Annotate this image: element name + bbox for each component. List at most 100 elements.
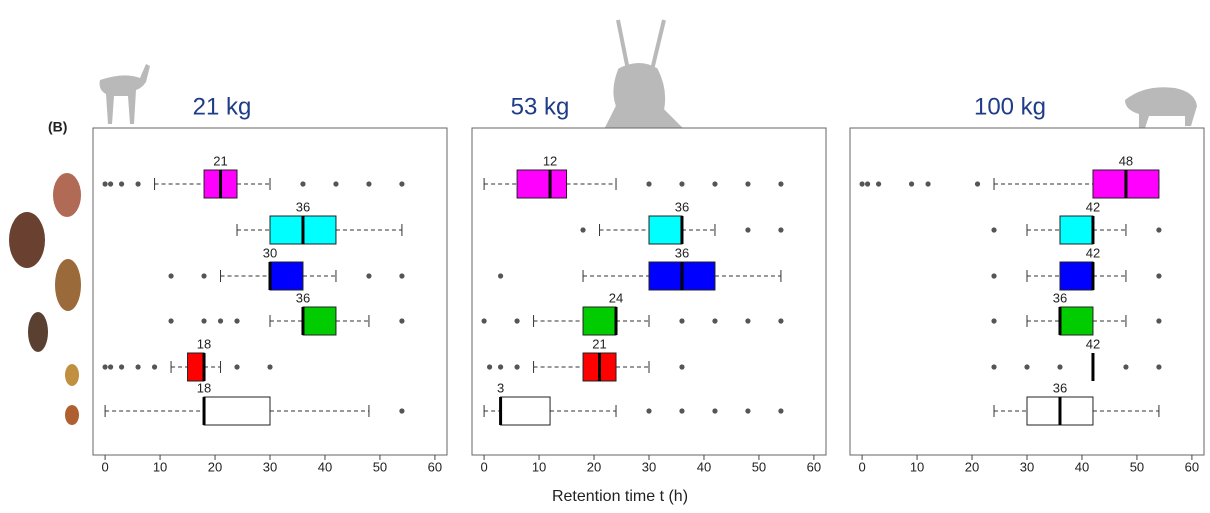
outlier: [864, 181, 871, 187]
median-label: 36: [675, 199, 689, 214]
x-tick-label: 10: [910, 459, 924, 474]
outlier: [1156, 227, 1162, 233]
outlier: [908, 181, 915, 187]
outlier: [991, 318, 997, 324]
outlier: [399, 318, 405, 324]
outlier: [514, 318, 520, 324]
outlier: [497, 273, 504, 279]
outlier: [1024, 364, 1030, 370]
median-label: 18: [197, 336, 211, 351]
outlier: [712, 408, 718, 414]
x-tick-label: 10: [532, 459, 546, 474]
outlier: [679, 181, 685, 187]
outlier: [366, 181, 372, 187]
outlier: [102, 181, 108, 187]
outlier: [399, 181, 405, 187]
box: [500, 396, 551, 426]
outlier: [745, 408, 751, 414]
median-label: 18: [197, 380, 211, 395]
outlier: [745, 227, 751, 233]
median-label: 24: [609, 290, 623, 305]
box: [269, 261, 304, 291]
outlier: [1156, 318, 1162, 324]
x-tick-label: 30: [642, 459, 656, 474]
median-label: 36: [296, 199, 310, 214]
outlier: [875, 181, 882, 187]
outlier: [300, 181, 306, 187]
outlier: [481, 318, 487, 324]
median-label: 36: [1053, 380, 1067, 395]
box: [516, 169, 568, 199]
outlier: [745, 181, 751, 187]
outlier: [135, 181, 141, 187]
x-tick-label: 60: [428, 459, 442, 474]
panel-title: 21 kg: [193, 93, 252, 120]
box: [648, 215, 683, 245]
x-tick-label: 40: [697, 459, 711, 474]
median-label: 42: [1086, 199, 1100, 214]
median-label: 30: [263, 245, 277, 260]
outlier: [486, 364, 493, 370]
outlier: [679, 364, 685, 370]
x-tick-label: 50: [752, 459, 766, 474]
box: [1059, 261, 1094, 291]
outlier: [778, 227, 784, 233]
box: [203, 396, 271, 426]
x-tick-label: 30: [263, 459, 277, 474]
box: [582, 306, 617, 336]
median-label: 36: [675, 245, 689, 260]
median-label: 48: [1119, 153, 1133, 168]
outlier: [679, 408, 685, 414]
x-axis-label: Retention time t (h): [552, 488, 688, 505]
x-tick-label: 40: [1075, 459, 1089, 474]
x-tick-label: 20: [587, 459, 601, 474]
x-tick-label: 40: [318, 459, 332, 474]
panel-title: 53 kg: [511, 93, 570, 120]
outlier: [925, 181, 931, 187]
median-label: 21: [592, 336, 606, 351]
outlier: [778, 408, 784, 414]
x-tick-label: 60: [807, 459, 821, 474]
outlier: [859, 181, 865, 187]
x-tick-label: 0: [480, 459, 487, 474]
outlier: [399, 273, 405, 279]
outlier: [107, 181, 114, 187]
median-label: 36: [1053, 290, 1067, 305]
outlier: [679, 318, 685, 324]
outlier: [333, 181, 339, 187]
outlier: [102, 364, 108, 370]
outlier: [745, 318, 751, 324]
median-label: 42: [1086, 245, 1100, 260]
outlier: [1057, 364, 1063, 370]
outlier: [234, 318, 240, 324]
outlier: [1123, 364, 1129, 370]
outlier: [168, 318, 174, 324]
outlier: [497, 364, 504, 370]
median-label: 21: [213, 153, 227, 168]
median-label: 36: [296, 290, 310, 305]
outlier: [217, 318, 224, 324]
animal-icons: [99, 19, 1197, 128]
box: [187, 352, 205, 382]
outlier: [107, 364, 114, 370]
outlier: [778, 318, 784, 324]
box: [1059, 306, 1094, 336]
outlier: [201, 273, 207, 279]
outlier: [1156, 364, 1162, 370]
box: [1059, 215, 1094, 245]
x-tick-label: 0: [101, 459, 108, 474]
median-label: 42: [1086, 336, 1100, 351]
seed-icons: [9, 173, 81, 425]
outlier: [366, 273, 372, 279]
x-tick-label: 60: [1185, 459, 1199, 474]
x-tick-label: 20: [208, 459, 222, 474]
outlier: [118, 181, 125, 187]
outlier: [778, 181, 784, 187]
outlier: [974, 181, 981, 187]
outlier: [646, 408, 652, 414]
x-tick-label: 50: [373, 459, 387, 474]
box: [302, 306, 337, 336]
x-tick-label: 50: [1130, 459, 1144, 474]
outlier: [514, 364, 520, 370]
